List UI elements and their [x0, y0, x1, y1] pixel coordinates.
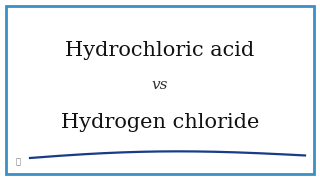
Text: Ⓑ: Ⓑ: [15, 158, 20, 166]
Text: Hydrochloric acid: Hydrochloric acid: [65, 40, 255, 60]
Text: vs: vs: [152, 78, 168, 92]
Text: Hydrogen chloride: Hydrogen chloride: [61, 114, 259, 132]
